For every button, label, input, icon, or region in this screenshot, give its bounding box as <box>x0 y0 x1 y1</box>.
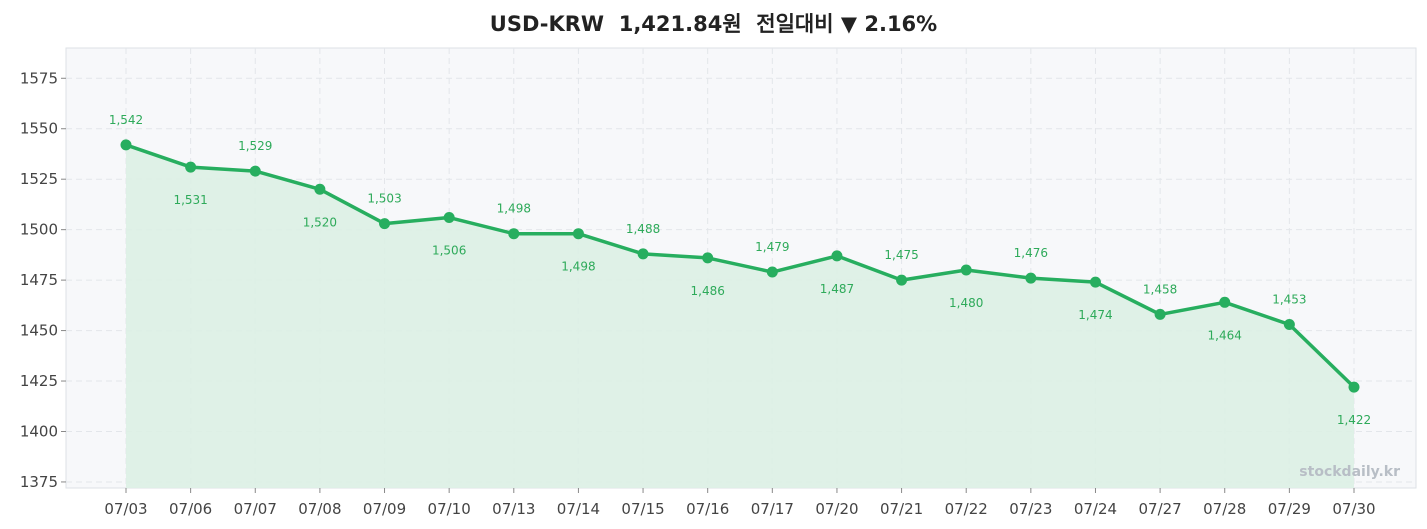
x-tick-label: 07/08 <box>298 500 341 518</box>
data-label: 1,529 <box>238 139 272 153</box>
data-point <box>185 161 197 173</box>
data-point <box>1283 319 1295 331</box>
data-point <box>508 228 520 240</box>
x-tick-label: 07/15 <box>621 500 664 518</box>
y-axis-ticks: 1375 1400 1425 1450 1475 1500 1525 1550 1575 <box>20 69 66 491</box>
x-tick-label: 07/13 <box>492 500 535 518</box>
data-point <box>443 212 455 224</box>
data-point <box>637 248 649 260</box>
data-label: 1,422 <box>1337 413 1371 427</box>
y-tick-label: 1375 <box>20 473 58 491</box>
data-point <box>314 183 326 195</box>
data-label: 1,506 <box>432 244 466 258</box>
data-label: 1,498 <box>561 260 595 274</box>
series-line <box>125 143 1356 389</box>
series-usd-krw <box>120 139 1360 488</box>
y-tick-label: 1450 <box>20 322 58 340</box>
data-label: 1,531 <box>173 193 207 207</box>
data-label: 1,474 <box>1078 308 1112 322</box>
x-tick-label: 07/28 <box>1203 500 1246 518</box>
x-tick-label: 07/03 <box>104 500 147 518</box>
data-point <box>1089 276 1101 288</box>
data-point <box>1025 272 1037 284</box>
data-point <box>120 139 132 151</box>
data-label: 1,486 <box>691 284 725 298</box>
x-tick-label: 07/17 <box>751 500 794 518</box>
x-tick-label: 07/27 <box>1138 500 1181 518</box>
data-label: 1,458 <box>1143 282 1177 296</box>
title-change-pct: 2.16% <box>864 12 938 36</box>
y-tick-label: 1575 <box>20 69 58 87</box>
area-fill <box>126 144 1354 488</box>
y-tick-label: 1400 <box>20 422 58 440</box>
title-price: 1,421.84원 <box>618 12 742 36</box>
data-label: 1,479 <box>755 240 789 254</box>
x-tick-label: 07/14 <box>557 500 600 518</box>
x-tick-label: 07/09 <box>363 500 406 518</box>
x-tick-label: 07/16 <box>686 500 729 518</box>
data-label: 1,475 <box>884 248 918 262</box>
data-point <box>702 252 714 264</box>
x-tick-label: 07/10 <box>428 500 471 518</box>
data-point <box>766 266 778 278</box>
x-tick-label: 07/07 <box>234 500 277 518</box>
y-tick-label: 1425 <box>20 372 58 390</box>
data-labels: 1,542 1,531 1,529 1,520 1,503 1,506 1,498 1,498… <box>109 113 1371 427</box>
x-axis-ticks: 07/03 07/06 07/07 07/08 07/09 07/10 07/13 07/14… <box>104 488 1376 518</box>
y-tick-label: 1475 <box>20 271 58 289</box>
y-tick-label: 1550 <box>20 120 58 138</box>
data-point <box>379 218 391 230</box>
data-label: 1,453 <box>1272 293 1306 307</box>
title-change-label: 전일대비 <box>756 12 834 36</box>
data-label: 1,498 <box>497 202 531 216</box>
y-tick-label: 1500 <box>20 221 58 239</box>
data-point <box>1219 296 1231 308</box>
x-tick-label: 07/20 <box>815 500 858 518</box>
data-label: 1,488 <box>626 222 660 236</box>
chart-title: USD-KRW 1,421.84원 전일대비 ▼ 2.16% <box>0 8 1427 38</box>
data-point <box>896 274 908 286</box>
x-tick-label: 07/06 <box>169 500 212 518</box>
title-pair: USD-KRW <box>489 12 605 36</box>
x-tick-label: 07/29 <box>1268 500 1311 518</box>
data-point <box>1154 308 1166 320</box>
x-tick-label: 07/24 <box>1074 500 1117 518</box>
data-label: 1,542 <box>109 113 143 127</box>
data-label: 1,487 <box>820 282 854 296</box>
x-tick-label: 07/30 <box>1332 500 1375 518</box>
data-label: 1,480 <box>949 296 983 310</box>
x-tick-label: 07/22 <box>945 500 988 518</box>
watermark: stockdaily.kr <box>1299 464 1400 480</box>
y-tick-label: 1525 <box>20 170 58 188</box>
data-label: 1,503 <box>367 192 401 206</box>
data-label: 1,476 <box>1014 246 1048 260</box>
data-label: 1,464 <box>1208 328 1242 342</box>
title-change-symbol: ▼ <box>840 12 858 36</box>
data-label: 1,520 <box>303 215 337 229</box>
data-point <box>1348 381 1360 393</box>
x-tick-label: 07/21 <box>880 500 923 518</box>
data-point <box>960 264 972 276</box>
data-point <box>249 165 261 177</box>
data-point <box>572 228 584 240</box>
x-tick-label: 07/23 <box>1009 500 1052 518</box>
data-point <box>831 250 843 262</box>
